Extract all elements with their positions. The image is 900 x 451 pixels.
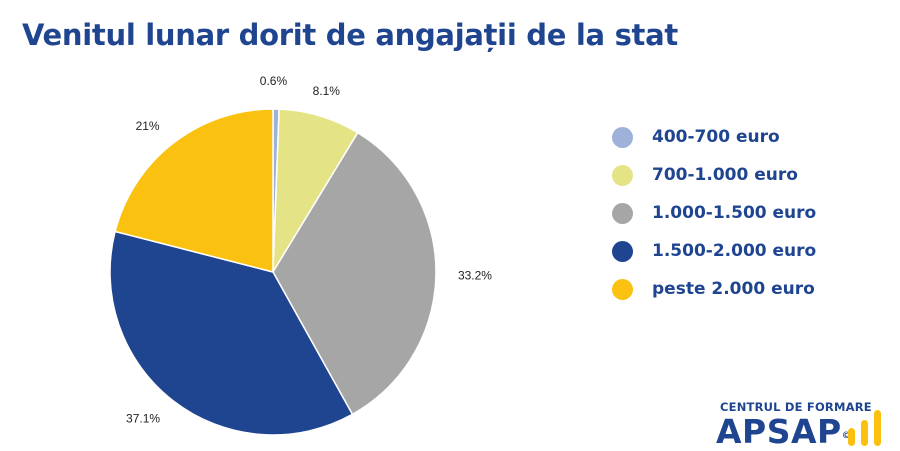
slice-data-label: 0.6% xyxy=(260,74,288,88)
logo-name: APSAP© xyxy=(716,412,852,451)
pie-slice xyxy=(109,230,354,436)
chart-title: Venitul lunar dorit de angajații de la s… xyxy=(22,18,678,52)
apsap-logo: CENTRUL DE FORMARE APSAP© xyxy=(716,400,896,450)
slice-data-label: 33.2% xyxy=(458,268,492,282)
legend-label: 400-700 euro xyxy=(652,127,780,147)
slice-data-label: 37.1% xyxy=(126,412,160,426)
logo-bars-icon xyxy=(848,410,881,446)
legend-item: 400-700 euro xyxy=(612,118,816,156)
legend-item: 1.500-2.000 euro xyxy=(612,232,816,270)
slice-data-label: 21% xyxy=(136,119,160,133)
slice-data-label: 8.1% xyxy=(313,84,341,98)
legend-item: 1.000-1.500 euro xyxy=(612,194,816,232)
legend-swatch xyxy=(612,202,633,224)
chart-legend: 400-700 euro 700-1.000 euro 1.000-1.500 eu… xyxy=(612,118,816,308)
legend-item: peste 2.000 euro xyxy=(612,270,816,308)
legend-label: peste 2.000 euro xyxy=(652,279,815,299)
legend-swatch xyxy=(612,164,633,186)
legend-label: 1.000-1.500 euro xyxy=(652,203,817,223)
legend-swatch xyxy=(612,278,633,300)
pie-slice xyxy=(114,108,274,273)
legend-label: 700-1.000 euro xyxy=(652,165,798,185)
legend-item: 700-1.000 euro xyxy=(612,156,816,194)
legend-swatch xyxy=(612,240,633,262)
legend-label: 1.500-2.000 euro xyxy=(652,241,817,261)
legend-swatch xyxy=(612,126,633,148)
logo-subtitle: CENTRUL DE FORMARE xyxy=(720,400,872,414)
